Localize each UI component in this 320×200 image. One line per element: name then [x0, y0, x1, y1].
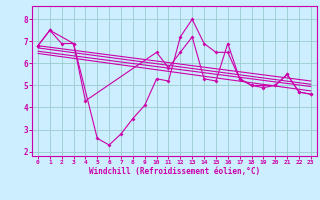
- X-axis label: Windchill (Refroidissement éolien,°C): Windchill (Refroidissement éolien,°C): [89, 167, 260, 176]
